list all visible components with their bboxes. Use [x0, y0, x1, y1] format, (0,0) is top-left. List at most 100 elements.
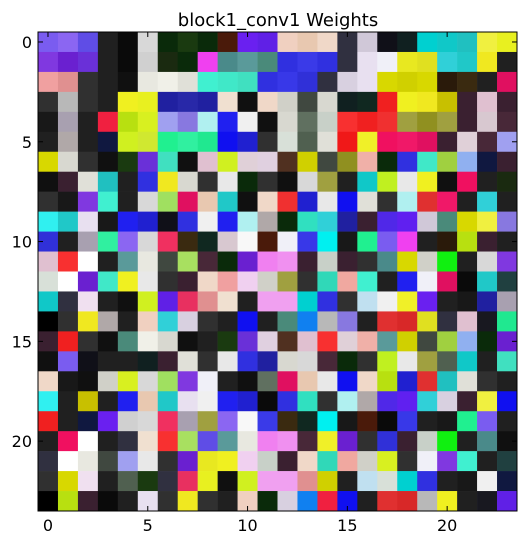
heatmap-cell [397, 111, 418, 133]
heatmap-cell [57, 351, 79, 372]
heatmap-cell [117, 151, 139, 173]
heatmap-cell [377, 491, 398, 512]
heatmap-cell [437, 451, 458, 472]
heatmap-cell [357, 371, 378, 392]
heatmap-cell [297, 451, 318, 472]
heatmap-cell [57, 111, 79, 133]
heatmap-cell [117, 471, 139, 492]
heatmap-cell [357, 32, 378, 53]
heatmap-cell [257, 111, 278, 133]
heatmap-cell [217, 371, 238, 392]
heatmap-cell [397, 311, 418, 332]
heatmap-cell [117, 271, 139, 292]
heatmap-cell [497, 32, 518, 53]
heatmap-cell [277, 271, 298, 292]
x-tick-label: 5 [143, 516, 153, 535]
heatmap-cell [77, 251, 99, 272]
heatmap-cell [257, 231, 278, 252]
heatmap-cell [77, 331, 99, 352]
heatmap-cell [437, 51, 458, 73]
heatmap-cell [297, 331, 318, 352]
heatmap-cell [317, 151, 338, 173]
heatmap-cell [417, 471, 438, 492]
heatmap-cell [177, 131, 198, 153]
heatmap-cell [297, 391, 318, 412]
heatmap-cell [257, 351, 278, 372]
heatmap-cell [257, 431, 278, 452]
heatmap-cell [117, 32, 139, 53]
heatmap-cell [397, 351, 418, 372]
heatmap-cell [197, 211, 218, 232]
heatmap-cell [337, 291, 358, 312]
heatmap-cell [97, 111, 119, 133]
heatmap-cell [437, 291, 458, 312]
heatmap-cell [337, 311, 358, 332]
heatmap-cell [277, 91, 298, 113]
heatmap-cell [277, 411, 298, 432]
heatmap-cell [157, 491, 179, 512]
heatmap-cell [237, 371, 258, 392]
heatmap-cell [257, 191, 278, 212]
heatmap-cell [177, 271, 198, 292]
heatmap-cell [357, 131, 378, 153]
heatmap-cell [357, 191, 378, 212]
heatmap-cell [38, 32, 59, 53]
heatmap-cell [337, 391, 358, 412]
heatmap-cell [38, 351, 59, 372]
heatmap-cell [477, 271, 498, 292]
heatmap-cell [377, 391, 398, 412]
heatmap-cell [377, 191, 398, 212]
heatmap-cell [197, 431, 218, 452]
heatmap-cell [177, 211, 198, 232]
heatmap-cell [297, 32, 318, 53]
heatmap-cell [257, 471, 278, 492]
heatmap-cell [157, 331, 179, 352]
heatmap-cell [457, 451, 478, 472]
heatmap-cell [477, 231, 498, 252]
heatmap-cell [157, 191, 179, 212]
heatmap-cell [437, 491, 458, 512]
heatmap-cell [317, 211, 338, 232]
heatmap-cell [477, 51, 498, 73]
heatmap-cell [237, 111, 258, 133]
heatmap-cell [377, 411, 398, 432]
heatmap-cell [337, 471, 358, 492]
heatmap-cell [97, 391, 119, 412]
heatmap-cell [97, 431, 119, 452]
heatmap-cell [217, 111, 238, 133]
heatmap-cell [257, 291, 278, 312]
heatmap-cell [337, 171, 358, 192]
heatmap-cell [417, 211, 438, 232]
heatmap-cell [157, 231, 179, 252]
heatmap-cell [317, 391, 338, 412]
heatmap-cell [417, 491, 438, 512]
heatmap-cell [317, 291, 338, 312]
heatmap-cell [97, 191, 119, 212]
heatmap-cell [337, 71, 358, 93]
heatmap-cell [137, 151, 159, 173]
heatmap-cell [217, 131, 238, 153]
heatmap-cell [457, 251, 478, 272]
heatmap-cell [417, 91, 438, 113]
heatmap-cell [217, 291, 238, 312]
heatmap-cell [237, 311, 258, 332]
heatmap-cell [377, 371, 398, 392]
heatmap-cell [477, 211, 498, 232]
heatmap-cell [38, 131, 59, 153]
heatmap-cell [217, 311, 238, 332]
heatmap-cell [77, 491, 99, 512]
heatmap-cell [357, 311, 378, 332]
heatmap-cell [497, 411, 518, 432]
heatmap-cell [397, 131, 418, 153]
heatmap-cell [277, 431, 298, 452]
heatmap-cell [477, 371, 498, 392]
heatmap-cell [137, 231, 159, 252]
heatmap-cell [117, 411, 139, 432]
heatmap-cell [497, 71, 518, 93]
heatmap-cell [457, 131, 478, 153]
heatmap-cell [77, 171, 99, 192]
heatmap-cell [57, 91, 79, 113]
heatmap-cell [277, 151, 298, 173]
heatmap-cell [237, 131, 258, 153]
heatmap-cell [177, 91, 198, 113]
